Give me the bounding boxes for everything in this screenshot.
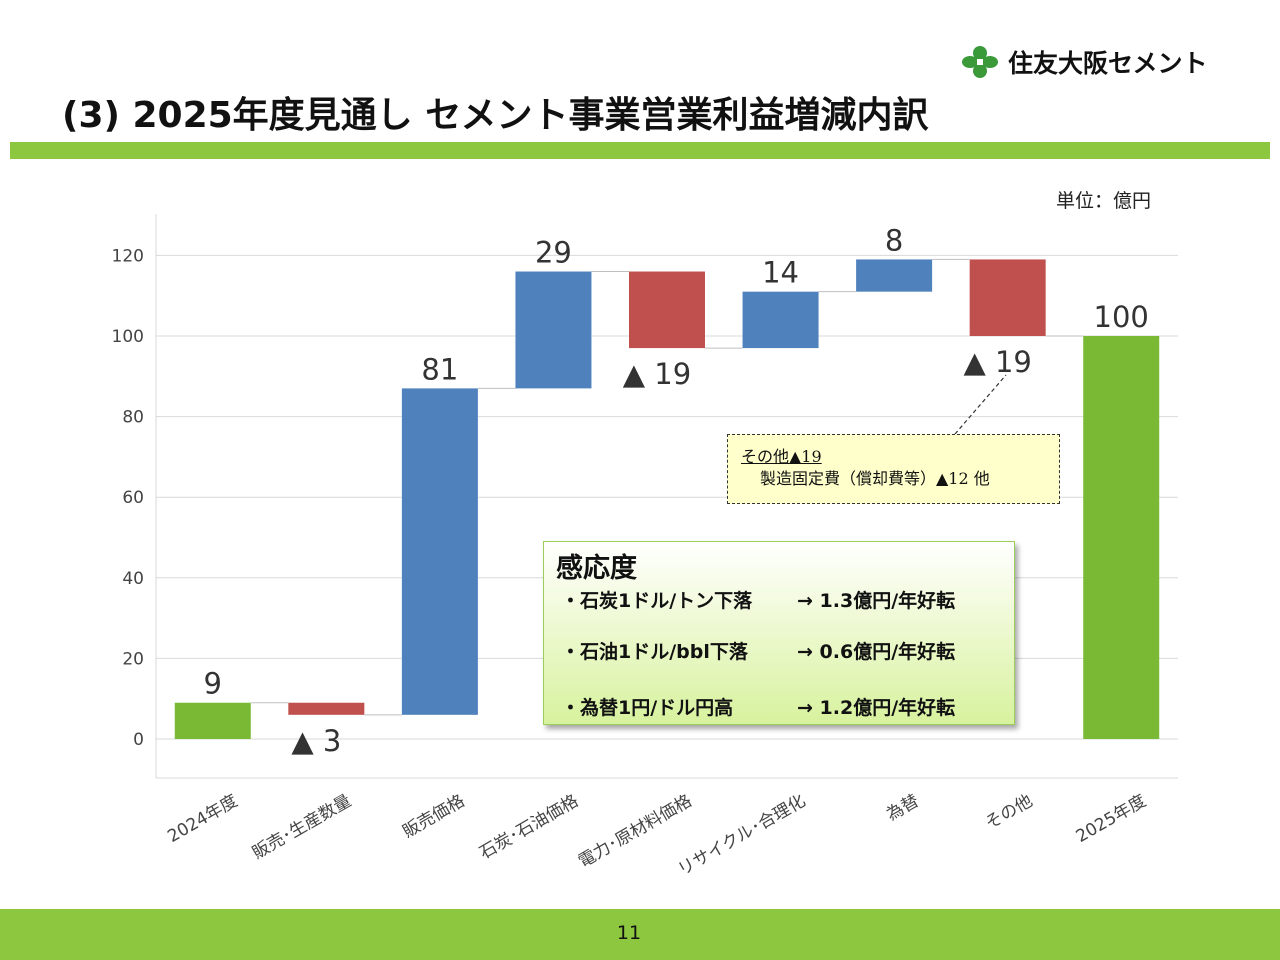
waterfall-bar <box>969 259 1046 336</box>
sensitivity-item-rhs: → 0.6億円/年好転 <box>797 641 956 663</box>
y-tick-label: 120 <box>112 246 144 266</box>
data-label: 9 <box>204 667 222 701</box>
company-name: 住友大阪セメント <box>1008 49 1208 78</box>
y-tick-label: 80 <box>122 408 144 428</box>
page-title: (3) 2025年度見通し セメント事業営業利益増減内訳 <box>62 95 929 136</box>
data-label: ▲ 19 <box>963 345 1031 379</box>
data-label: ▲ 3 <box>291 724 341 758</box>
waterfall-bar <box>288 702 365 715</box>
sensitivity-box: 感応度 ・石炭1ドル/トン下落 → 1.3億円/年好転 ・石油1ドル/bbl下落… <box>543 541 1015 725</box>
waterfall-bar <box>742 291 819 349</box>
y-tick-label: 100 <box>112 327 144 347</box>
footer-bar <box>0 909 1280 960</box>
y-tick-label: 20 <box>122 649 144 669</box>
sensitivity-item-rhs: → 1.2億円/年好転 <box>797 697 956 719</box>
callout-leader-line <box>954 374 1007 435</box>
y-tick-label: 60 <box>122 488 144 508</box>
other-callout: その他▲19 製造固定費（償却費等）▲12 他 <box>727 434 1060 504</box>
y-tick-label: 40 <box>122 569 144 589</box>
data-label: 8 <box>885 223 903 257</box>
waterfall-bar <box>856 259 933 292</box>
x-category-label: 2025年度 <box>1073 791 1150 847</box>
waterfall-bar <box>515 271 592 389</box>
x-category-label: 石炭･石油価格 <box>476 791 582 864</box>
waterfall-bar <box>1083 336 1160 739</box>
x-category-label: 2024年度 <box>164 791 241 847</box>
waterfall-bar <box>174 702 251 739</box>
x-category-label: 販売･生産数量 <box>249 791 355 864</box>
sensitivity-item-lhs: ・石炭1ドル/トン下落 <box>561 590 753 612</box>
company-logo-icon <box>962 46 998 78</box>
page-number: 11 <box>616 922 642 944</box>
y-tick-label: 0 <box>133 730 144 750</box>
x-category-label: 為替 <box>883 791 922 825</box>
sensitivity-item: ・石油1ドル/bbl下落 → 0.6億円/年好転 <box>561 637 955 664</box>
data-label: 14 <box>762 256 799 290</box>
waterfall-chart: 0 20 40 60 80 100 120 9 2024年度 ▲ 3 販売･生産数量 81 販売価格 29… <box>112 214 1178 880</box>
x-category-label: リサイクル･合理化 <box>675 791 809 880</box>
sensitivity-heading: 感応度 <box>556 553 637 584</box>
callout-title: その他▲19 <box>741 447 822 466</box>
x-category-label: 電力･原材料価格 <box>575 791 695 872</box>
data-label: 81 <box>421 352 458 386</box>
waterfall-bar <box>401 388 478 715</box>
waterfall-bar <box>629 271 705 349</box>
sensitivity-item-lhs: ・石油1ドル/bbl下落 <box>561 641 748 663</box>
sensitivity-item: ・為替1円/ドル円高 → 1.2億円/年好転 <box>561 693 955 720</box>
company-logo: 住友大阪セメント <box>960 44 1208 80</box>
sensitivity-item: ・石炭1ドル/トン下落 → 1.3億円/年好転 <box>561 586 955 613</box>
sensitivity-item-rhs: → 1.3億円/年好転 <box>797 590 956 612</box>
data-label: ▲ 19 <box>623 357 691 391</box>
data-label: 29 <box>535 236 572 270</box>
title-underline <box>10 142 1270 159</box>
callout-detail: 製造固定費（償却費等）▲12 他 <box>760 469 990 488</box>
unit-label: 単位：億円 <box>1056 190 1152 212</box>
data-label: 100 <box>1094 300 1149 334</box>
sensitivity-item-lhs: ・為替1円/ドル円高 <box>561 697 734 719</box>
x-category-label: その他 <box>982 791 1036 834</box>
x-category-label: 販売価格 <box>399 791 468 842</box>
